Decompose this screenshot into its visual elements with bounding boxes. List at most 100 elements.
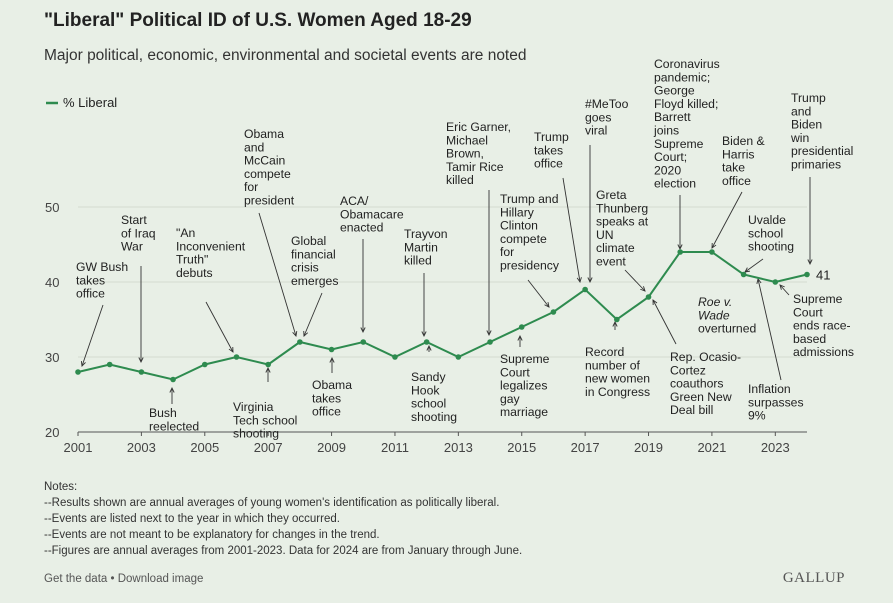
event-annotation: Record number of new women in Congress: [585, 345, 650, 399]
event-annotation-line: legalizes: [500, 379, 547, 393]
event-annotation-text: Supreme Court legalizes gay marriage: [500, 352, 550, 419]
arrow-icon: [544, 302, 550, 308]
get-data-link[interactable]: Get the data: [44, 573, 108, 585]
arrow-icon: [807, 259, 813, 266]
event-annotation-text: Biden & Harris take office: [722, 134, 765, 188]
data-point: [170, 376, 176, 383]
x-tick-label: 2019: [634, 440, 663, 455]
event-annotation-text: Bush reelected: [149, 406, 199, 433]
event-annotation: Trump and Biden win presidential primaries: [790, 91, 853, 172]
event-annotation-line: for: [244, 180, 258, 194]
event-annotation-line: Supreme: [654, 137, 704, 151]
event-annotation: Supreme Court legalizes gay marriage: [500, 352, 550, 419]
event-annotation-line: killed: [446, 173, 474, 187]
event-annotation-line: based: [793, 332, 826, 346]
event-annotation-line: War: [121, 240, 143, 254]
event-annotation-line: Uvalde: [748, 213, 786, 227]
annotation-leader: [81, 304, 104, 367]
event-annotation-line: Green New: [670, 390, 732, 404]
data-point: [138, 369, 145, 375]
event-annotation-line: takes: [534, 143, 563, 157]
event-annotation: Eric Garner, Michael Brown, Tamir Rice kille…: [446, 120, 511, 187]
event-annotation-line: and: [244, 140, 264, 154]
annotation-leader: [624, 269, 646, 292]
event-annotation-text: #MeToo goes viral: [585, 97, 629, 138]
event-annotation-line: Court: [500, 365, 530, 379]
arrow-icon: [612, 320, 618, 327]
notes-block: Notes: --Results shown are annual averag…: [44, 479, 522, 559]
event-annotation-text: Roe v. Wade overturned: [698, 295, 756, 336]
footer: Get the data • Download image: [44, 573, 203, 585]
legend-label: % Liberal: [63, 95, 117, 110]
event-annotation: Obama and McCain compete for president: [244, 127, 295, 208]
event-annotation-line: office: [722, 174, 751, 188]
event-annotation-line: "An: [176, 226, 195, 240]
download-image-link[interactable]: Download image: [117, 573, 204, 585]
event-annotation-line: coauthors: [670, 377, 724, 391]
event-annotation-line: of Iraq: [121, 226, 156, 240]
x-tick-label: 2009: [317, 440, 346, 455]
event-annotation-line: presidential: [791, 144, 853, 158]
event-annotation: Greta Thunberg speaks at UN climate event: [596, 188, 649, 269]
event-annotation-line: killed: [404, 254, 432, 268]
x-tick-label: 2013: [444, 440, 473, 455]
annotation-leader: [258, 212, 297, 337]
annotation-leaders: [80, 145, 813, 404]
event-annotation-text: Trump and Biden win presidential primaries: [790, 91, 853, 172]
y-tick-label: 40: [45, 275, 59, 290]
event-annotation-line: Start: [121, 213, 147, 227]
event-annotation-text: Uvalde school shooting: [748, 213, 794, 254]
chart-subtitle: Major political, economic, environmental…: [44, 47, 527, 64]
event-annotation-line: Virginia: [233, 400, 274, 414]
event-annotation-line: Clinton: [500, 219, 538, 233]
x-tick-label: 2017: [571, 440, 600, 455]
event-annotation-line: 9%: [748, 409, 766, 423]
event-annotation-line: Brown,: [446, 147, 484, 161]
event-annotation-line: Cortez: [670, 363, 706, 377]
event-annotation-line: goes: [585, 110, 611, 124]
x-tick-label: 2021: [697, 440, 726, 455]
event-annotation-line: climate: [596, 241, 635, 255]
arrow-icon: [587, 277, 593, 284]
event-annotation-line: Court: [793, 305, 823, 319]
end-value-label: 41: [816, 268, 830, 283]
event-annotation-line: Floyd killed;: [654, 97, 718, 111]
event-annotation-line: GW Bush: [76, 260, 128, 274]
notes-heading: Notes:: [44, 481, 78, 493]
data-point: [201, 361, 208, 368]
event-annotation-line: Bush: [149, 406, 177, 420]
event-annotation-line: take: [722, 161, 745, 175]
event-annotation: GW Bush takes office: [76, 260, 128, 301]
data-point: [677, 249, 684, 255]
arrow-icon: [756, 277, 762, 284]
event-annotation-line: Barrett: [654, 110, 691, 124]
x-tick-label: 2023: [761, 440, 790, 455]
event-annotation-line: Inflation: [748, 382, 791, 396]
event-annotation-line: Martin: [404, 240, 438, 254]
note-line: --Events are not meant to be explanatory…: [44, 529, 380, 541]
event-annotation: Sandy Hook school shooting: [411, 370, 457, 424]
event-annotation: Bush reelected: [149, 406, 199, 433]
event-annotation-text: Supreme Court ends race-based admissions: [793, 292, 854, 359]
data-point: [297, 339, 303, 345]
event-annotation-text: Obama takes office: [312, 378, 352, 419]
event-annotation-text: Inflation surpasses 9%: [748, 382, 804, 423]
event-annotation-line: 2020: [654, 163, 681, 177]
x-tick-label: 2001: [64, 440, 93, 455]
line-chart: 20 30 40 50 2001 2003 2005 2007 2009 2011 2013 2015…: [45, 57, 854, 455]
gallup-logo: GALLUP: [782, 570, 845, 586]
annotation-leader: [303, 292, 323, 337]
event-annotation-line: ends race-: [793, 319, 851, 333]
event-annotation-line: shooting: [411, 410, 457, 424]
data-point: [550, 309, 557, 315]
series-layer: 41: [75, 249, 830, 383]
event-annotation-line: Sandy: [411, 370, 446, 384]
event-annotation-line: Michael: [446, 133, 488, 147]
annotation-leader: [779, 284, 790, 296]
arrow-icon: [329, 356, 335, 363]
event-annotation-line: Global: [291, 234, 326, 248]
event-annotation-line: Coronavirus: [654, 57, 720, 71]
data-point: [328, 346, 335, 353]
event-annotation-line: election: [654, 177, 696, 191]
event-annotation-line: Biden &: [722, 134, 765, 148]
